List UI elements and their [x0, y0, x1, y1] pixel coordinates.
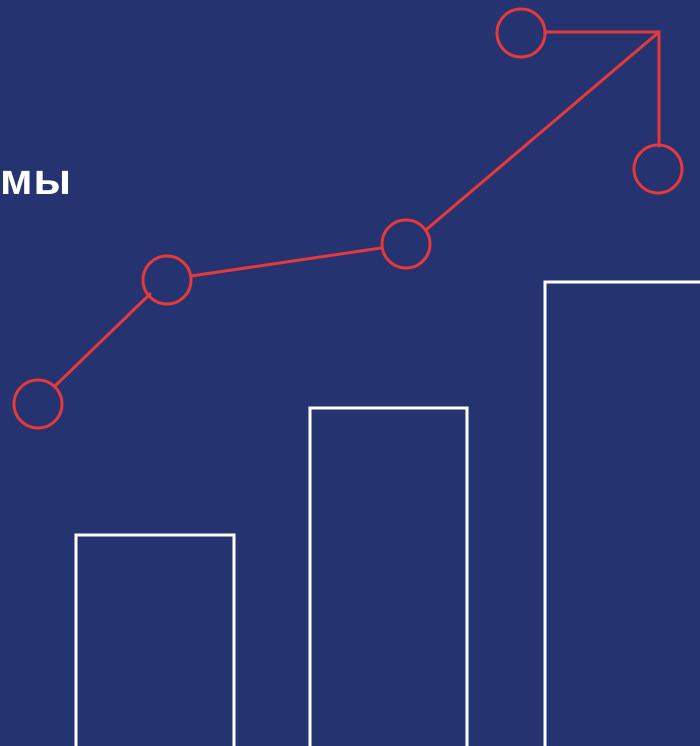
- trend-node: [12, 378, 64, 430]
- headline-fragment: мы: [0, 155, 73, 204]
- trend-node: [380, 218, 432, 270]
- trend-segment: [53, 292, 152, 388]
- trend-node: [632, 143, 684, 195]
- trend-node: [495, 7, 547, 59]
- bar-medium: [308, 406, 469, 746]
- bar-chart-icon: [74, 280, 700, 746]
- trend-segment: [189, 246, 383, 278]
- trend-segment: [425, 30, 661, 231]
- trend-arrow-icon: [12, 7, 684, 430]
- trend-node: [141, 254, 193, 306]
- bar-small: [74, 533, 236, 746]
- bar-large: [543, 280, 700, 746]
